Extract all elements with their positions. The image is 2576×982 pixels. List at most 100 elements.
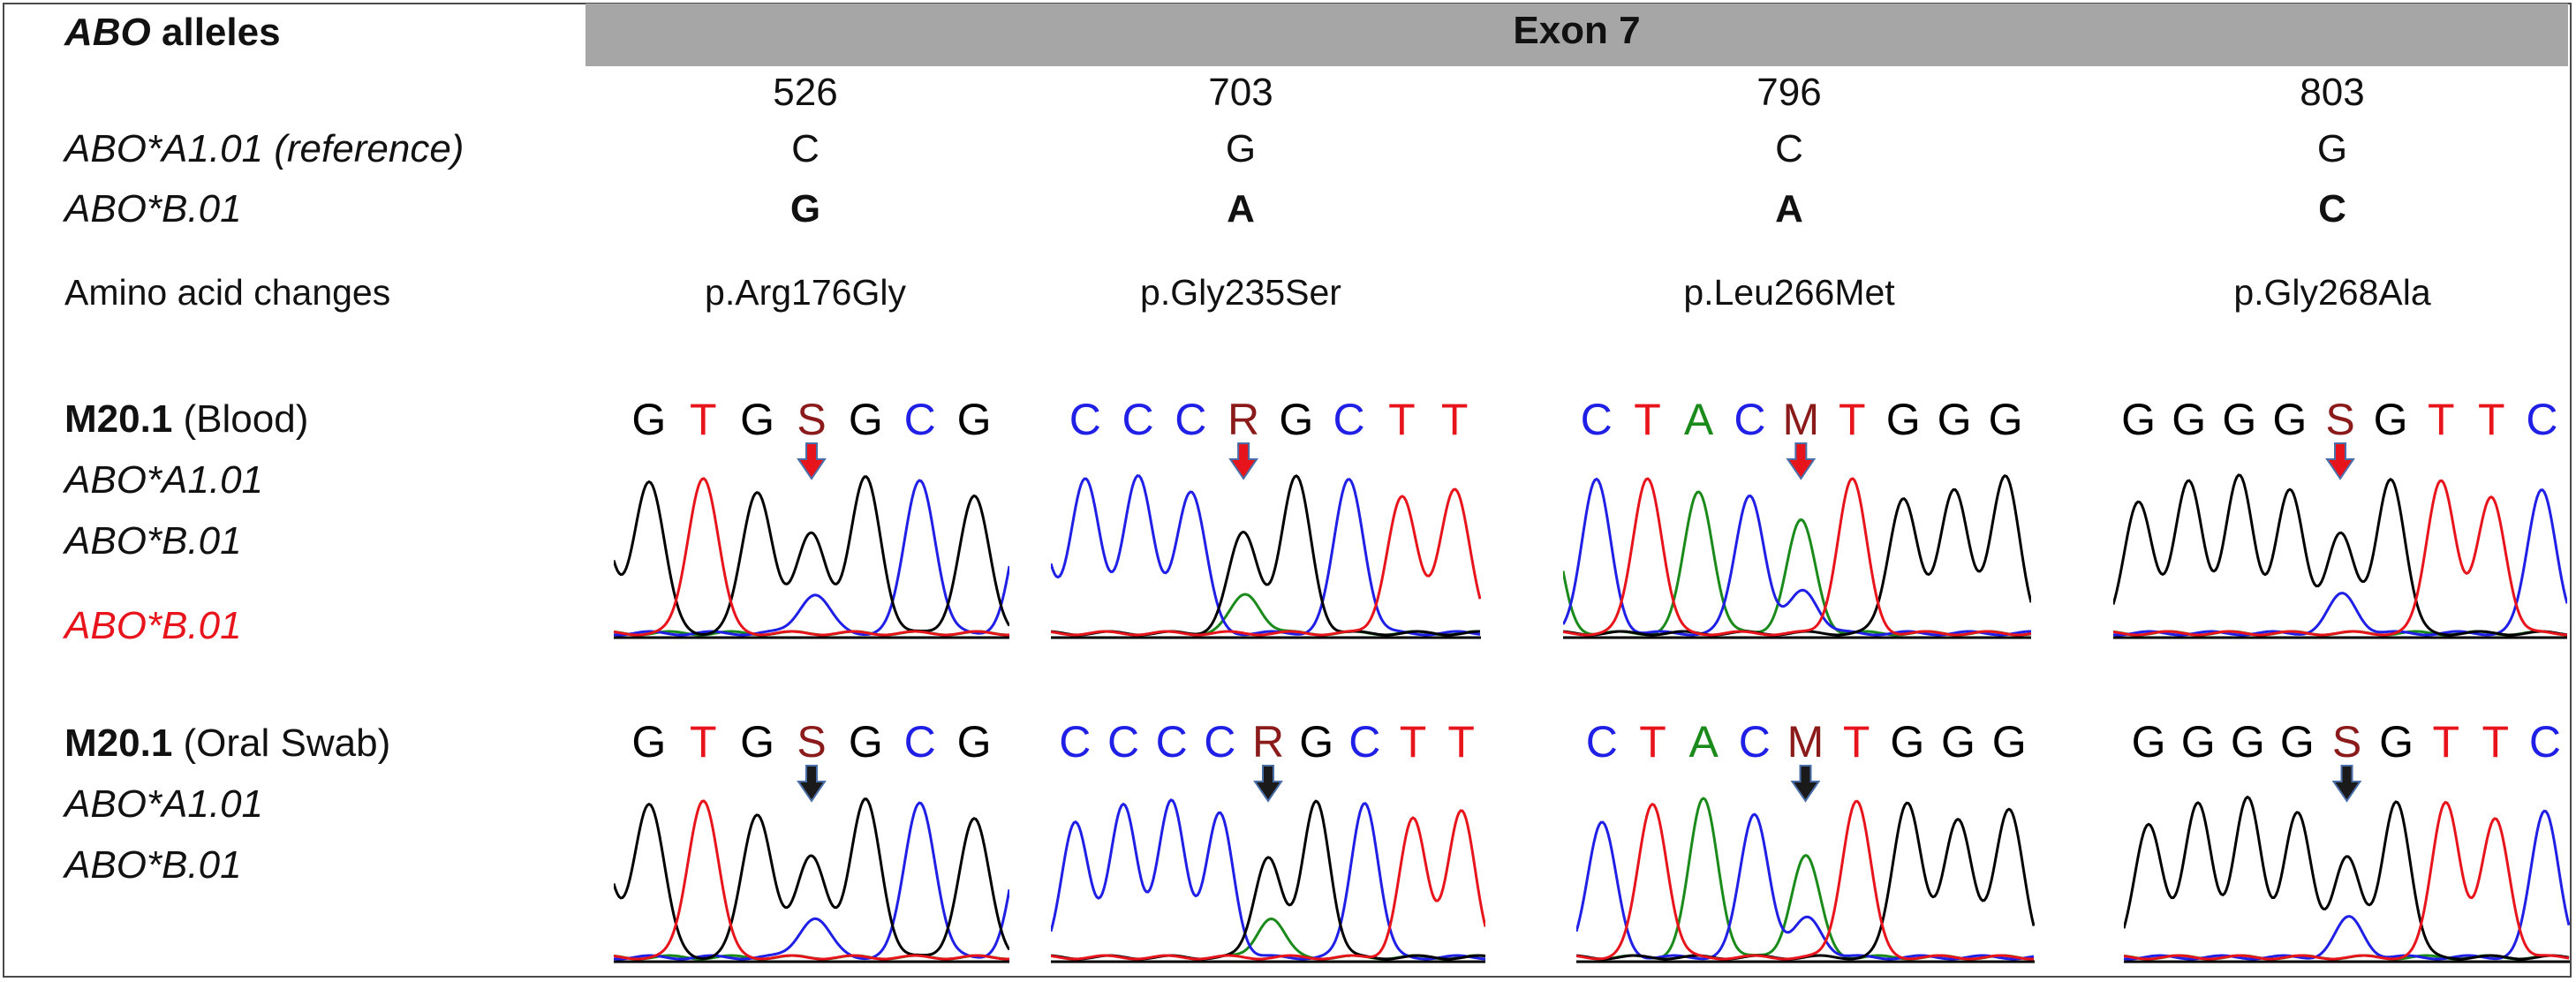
arrow-down-icon (1228, 442, 1258, 480)
base-call-G: G (2374, 397, 2408, 444)
base-call-G: G (1989, 397, 2023, 444)
amino-acid-label: Amino acid changes (64, 272, 391, 313)
variant-base-526: G (789, 187, 821, 230)
alleles-header: ABO alleles (64, 11, 281, 55)
trace-G (614, 475, 1009, 636)
sample-blood-source: (Blood) (172, 397, 309, 441)
arrow-down-icon (1790, 765, 1821, 803)
exon-header-band (585, 4, 2568, 66)
trace-G (614, 797, 1009, 960)
base-call-C: C (2529, 720, 2561, 767)
base-call-G: G (1992, 720, 2027, 767)
base-call-G: G (2181, 720, 2216, 767)
base-call-G: G (849, 720, 883, 767)
base-call-C: C (2526, 397, 2557, 444)
base-call-T: T (2432, 720, 2459, 767)
base-call-C: C (1069, 397, 1101, 444)
base-call-G: G (631, 720, 666, 767)
trace-C (1051, 474, 1481, 637)
base-call-T: T (1843, 720, 1870, 767)
trace-G (1563, 474, 2031, 637)
base-call-G: G (2132, 720, 2166, 767)
trace-T (2124, 800, 2570, 961)
base-call-G: G (1279, 397, 1313, 444)
trace-C (614, 479, 1009, 637)
trace-T (2113, 479, 2567, 637)
base-call-G: G (740, 397, 774, 444)
arrow-down-icon (1786, 442, 1817, 480)
base-call-G: G (2272, 397, 2307, 444)
trace-G (2124, 795, 2570, 961)
trace-T (1051, 809, 1485, 961)
base-call-A: A (1684, 397, 1714, 444)
variant-base-796: A (1775, 187, 1803, 230)
base-call-G: G (1886, 397, 1921, 444)
base-call-C: C (1348, 720, 1380, 767)
base-call-G: G (849, 397, 883, 444)
base-call-T: T (690, 397, 717, 444)
position-796: 796 (1756, 71, 1822, 114)
variant-allele-label: ABO*B.01 (64, 187, 242, 230)
amino-acid-change-803: p.Gly268Ala (2233, 272, 2431, 313)
base-call-C: C (1204, 720, 1235, 767)
base-call-C: C (1333, 397, 1365, 444)
amino-acid-change-796: p.Leu266Met (1683, 272, 1895, 313)
base-call-T: T (1441, 397, 1469, 444)
reference-base-796: C (1775, 127, 1803, 170)
base-call-M-ambiguous: M (1787, 720, 1824, 767)
sample-blood-allele-highlighted: ABO*B.01 (64, 604, 242, 647)
base-call-C: C (1581, 397, 1613, 444)
trace-G (1051, 474, 1480, 637)
base-call-G: G (2121, 397, 2156, 444)
base-call-G: G (957, 720, 992, 767)
chromatogram-swab-526: GGTGSGCGC (614, 720, 1009, 969)
base-call-G: G (1299, 720, 1333, 767)
position-703: 703 (1208, 71, 1273, 114)
base-call-G: G (631, 397, 666, 444)
trace-T (614, 799, 1009, 961)
base-call-T: T (2428, 397, 2455, 444)
base-call-T: T (2478, 397, 2505, 444)
reference-base-703: G (1225, 127, 1257, 170)
base-call-S-ambiguous: S (2332, 720, 2361, 767)
alleles-header-suffix: alleles (150, 11, 281, 54)
base-call-A: A (1688, 720, 1719, 767)
sample-blood-allele-2: ABO*B.01 (64, 519, 242, 563)
base-call-C: C (1156, 720, 1188, 767)
trace-A (1563, 490, 2031, 637)
base-call-R-ambiguous: R (1228, 397, 1259, 444)
arrow-down-icon (1253, 765, 1283, 803)
chromatogram-blood-526: GGTGSGCGC (614, 397, 1009, 645)
trace-T (614, 477, 1009, 637)
base-call-C: C (904, 397, 936, 444)
base-call-G: G (957, 397, 992, 444)
arrow-down-icon (797, 765, 827, 803)
sample-blood-allele-1: ABO*A1.01 (64, 458, 264, 502)
sample-swab-allele-1: ABO*A1.01 (64, 782, 264, 826)
arrow-down-icon (2325, 442, 2355, 480)
base-call-C: C (1107, 720, 1139, 767)
base-call-G: G (2222, 397, 2256, 444)
base-call-G: G (2172, 397, 2206, 444)
trace-T (1563, 477, 2031, 637)
chromatogram-blood-796: ACTACMTGGG (1563, 397, 2031, 645)
sample-blood-id: M20.1 (64, 397, 173, 441)
amino-acid-change-526: p.Arg176Gly (705, 272, 906, 313)
trace-A (1051, 917, 1485, 961)
figure-frame (3, 3, 2572, 978)
alleles-header-gene: ABO (64, 11, 151, 54)
base-call-T: T (1639, 720, 1666, 767)
sample-swab-title: M20.1 (Oral Swab) (64, 721, 390, 766)
base-call-C: C (1059, 720, 1091, 767)
base-call-C: C (1175, 397, 1206, 444)
trace-T (1576, 799, 2035, 961)
base-call-T: T (2482, 720, 2510, 767)
base-call-M-ambiguous: M (1783, 397, 1820, 444)
trace-T (1051, 487, 1481, 637)
position-803: 803 (2300, 71, 2365, 114)
base-call-G: G (1890, 720, 1924, 767)
